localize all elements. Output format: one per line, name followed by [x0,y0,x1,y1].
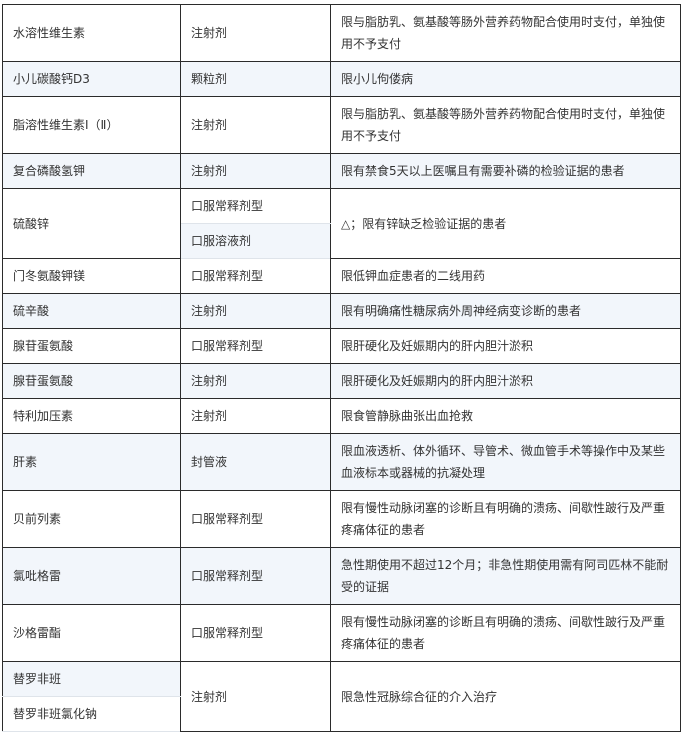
table-row: 复合磷酸氢钾 注射剂 限有禁食5天以上医嘱且有需要补磷的检验证据的患者 [2,153,681,189]
table-row: 氯吡格雷 口服常释剂型 急性期使用不超过12个月；非急性期使用需有阿司匹林不能耐… [2,547,681,605]
drug-name: 脂溶性维生素Ⅰ（Ⅱ） [2,96,181,154]
dosage-form: 口服常释剂型 [180,547,331,605]
restriction: 限小儿佝偻病 [330,61,681,97]
drug-name: 氯吡格雷 [2,547,181,605]
drug-name: 贝前列素 [2,490,181,548]
restriction: 限有慢性动脉闭塞的诊断且有明确的溃疡、间歇性跛行及严重疼痛体征的患者 [330,604,681,662]
dosage-form: 注射剂 [180,293,331,329]
drug-name: 替罗非班氯化钠 [2,696,181,732]
restriction: 限肝硬化及妊娠期内的肝内胆汁淤积 [330,363,681,399]
dosage-form: 注射剂 [180,153,331,189]
dosage-form: 注射剂 [180,96,331,154]
dosage-form: 口服常释剂型 [180,490,331,548]
dosage-form: 口服常释剂型 [180,258,331,294]
drug-name: 替罗非班 [2,661,181,697]
drug-name: 小儿碳酸钙D3 [2,61,181,97]
restriction: 限有禁食5天以上医嘱且有需要补磷的检验证据的患者 [330,153,681,189]
table-row: 小儿碳酸钙D3 颗粒剂 限小儿佝偻病 [2,61,681,97]
restriction: 限肝硬化及妊娠期内的肝内胆汁淤积 [330,328,681,364]
restriction: 限食管静脉曲张出血抢救 [330,398,681,434]
restriction: 限急性冠脉综合征的介入治疗 [330,661,681,732]
drug-restriction-table: 水溶性维生素 注射剂 限与脂肪乳、氨基酸等肠外营养药物配合使用时支付，单独使用不… [2,4,681,732]
dosage-form: 封管液 [180,433,331,491]
restriction: 限有慢性动脉闭塞的诊断且有明确的溃疡、间歇性跛行及严重疼痛体征的患者 [330,490,681,548]
table-row: 沙格雷酯 口服常释剂型 限有慢性动脉闭塞的诊断且有明确的溃疡、间歇性跛行及严重疼… [2,604,681,662]
table-row: 特利加压素 注射剂 限食管静脉曲张出血抢救 [2,398,681,434]
restriction: 限血液透析、体外循环、导管术、微血管手术等操作中及某些血液标本或器械的抗凝处理 [330,433,681,491]
dosage-form: 注射剂 [180,398,331,434]
drug-name: 硫辛酸 [2,293,181,329]
dosage-form: 注射剂 [180,661,331,732]
table-row: 贝前列素 口服常释剂型 限有慢性动脉闭塞的诊断且有明确的溃疡、间歇性跛行及严重疼… [2,490,681,548]
drug-name: 水溶性维生素 [2,4,181,62]
drug-name: 腺苷蛋氨酸 [2,328,181,364]
drug-name: 门冬氨酸钾镁 [2,258,181,294]
table-row: 腺苷蛋氨酸 口服常释剂型 限肝硬化及妊娠期内的肝内胆汁淤积 [2,328,681,364]
restriction: 限与脂肪乳、氨基酸等肠外营养药物配合使用时支付，单独使用不予支付 [330,4,681,62]
drug-name: 腺苷蛋氨酸 [2,363,181,399]
table-row: 硫酸锌 口服常释剂型 △；限有锌缺乏检验证据的患者 [2,188,681,259]
table-row: 水溶性维生素 注射剂 限与脂肪乳、氨基酸等肠外营养药物配合使用时支付，单独使用不… [2,4,681,62]
restriction: 限有明确痛性糖尿病外周神经病变诊断的患者 [330,293,681,329]
dosage-form: 口服常释剂型 [180,328,331,364]
drug-name: 沙格雷酯 [2,604,181,662]
dosage-form: 注射剂 [180,363,331,399]
table-row: 硫辛酸 注射剂 限有明确痛性糖尿病外周神经病变诊断的患者 [2,293,681,329]
table-row: 腺苷蛋氨酸 注射剂 限肝硬化及妊娠期内的肝内胆汁淤积 [2,363,681,399]
table-row: 脂溶性维生素Ⅰ（Ⅱ） 注射剂 限与脂肪乳、氨基酸等肠外营养药物配合使用时支付，单… [2,96,681,154]
dosage-form: 颗粒剂 [180,61,331,97]
drug-name: 硫酸锌 [2,188,181,259]
restriction: 限低钾血症患者的二线用药 [330,258,681,294]
drug-name: 复合磷酸氢钾 [2,153,181,189]
table-subrow: 口服溶液剂 [3,223,681,259]
table-row: 门冬氨酸钾镁 口服常释剂型 限低钾血症患者的二线用药 [2,258,681,294]
drug-name: 特利加压素 [2,398,181,434]
table-row: 替罗非班 注射剂 限急性冠脉综合征的介入治疗 [2,661,681,732]
dosage-form: 注射剂 [180,4,331,62]
restriction: 急性期使用不超过12个月；非急性期使用需有阿司匹林不能耐受的证据 [330,547,681,605]
table-row: 肝素 封管液 限血液透析、体外循环、导管术、微血管手术等操作中及某些血液标本或器… [2,433,681,491]
dosage-form: 口服常释剂型 [180,604,331,662]
restriction: 限与脂肪乳、氨基酸等肠外营养药物配合使用时支付，单独使用不予支付 [330,96,681,154]
dosage-form: 口服溶液剂 [180,223,331,259]
restriction: △；限有锌缺乏检验证据的患者 [330,188,681,259]
dosage-form: 口服常释剂型 [180,188,331,224]
drug-name: 肝素 [2,433,181,491]
